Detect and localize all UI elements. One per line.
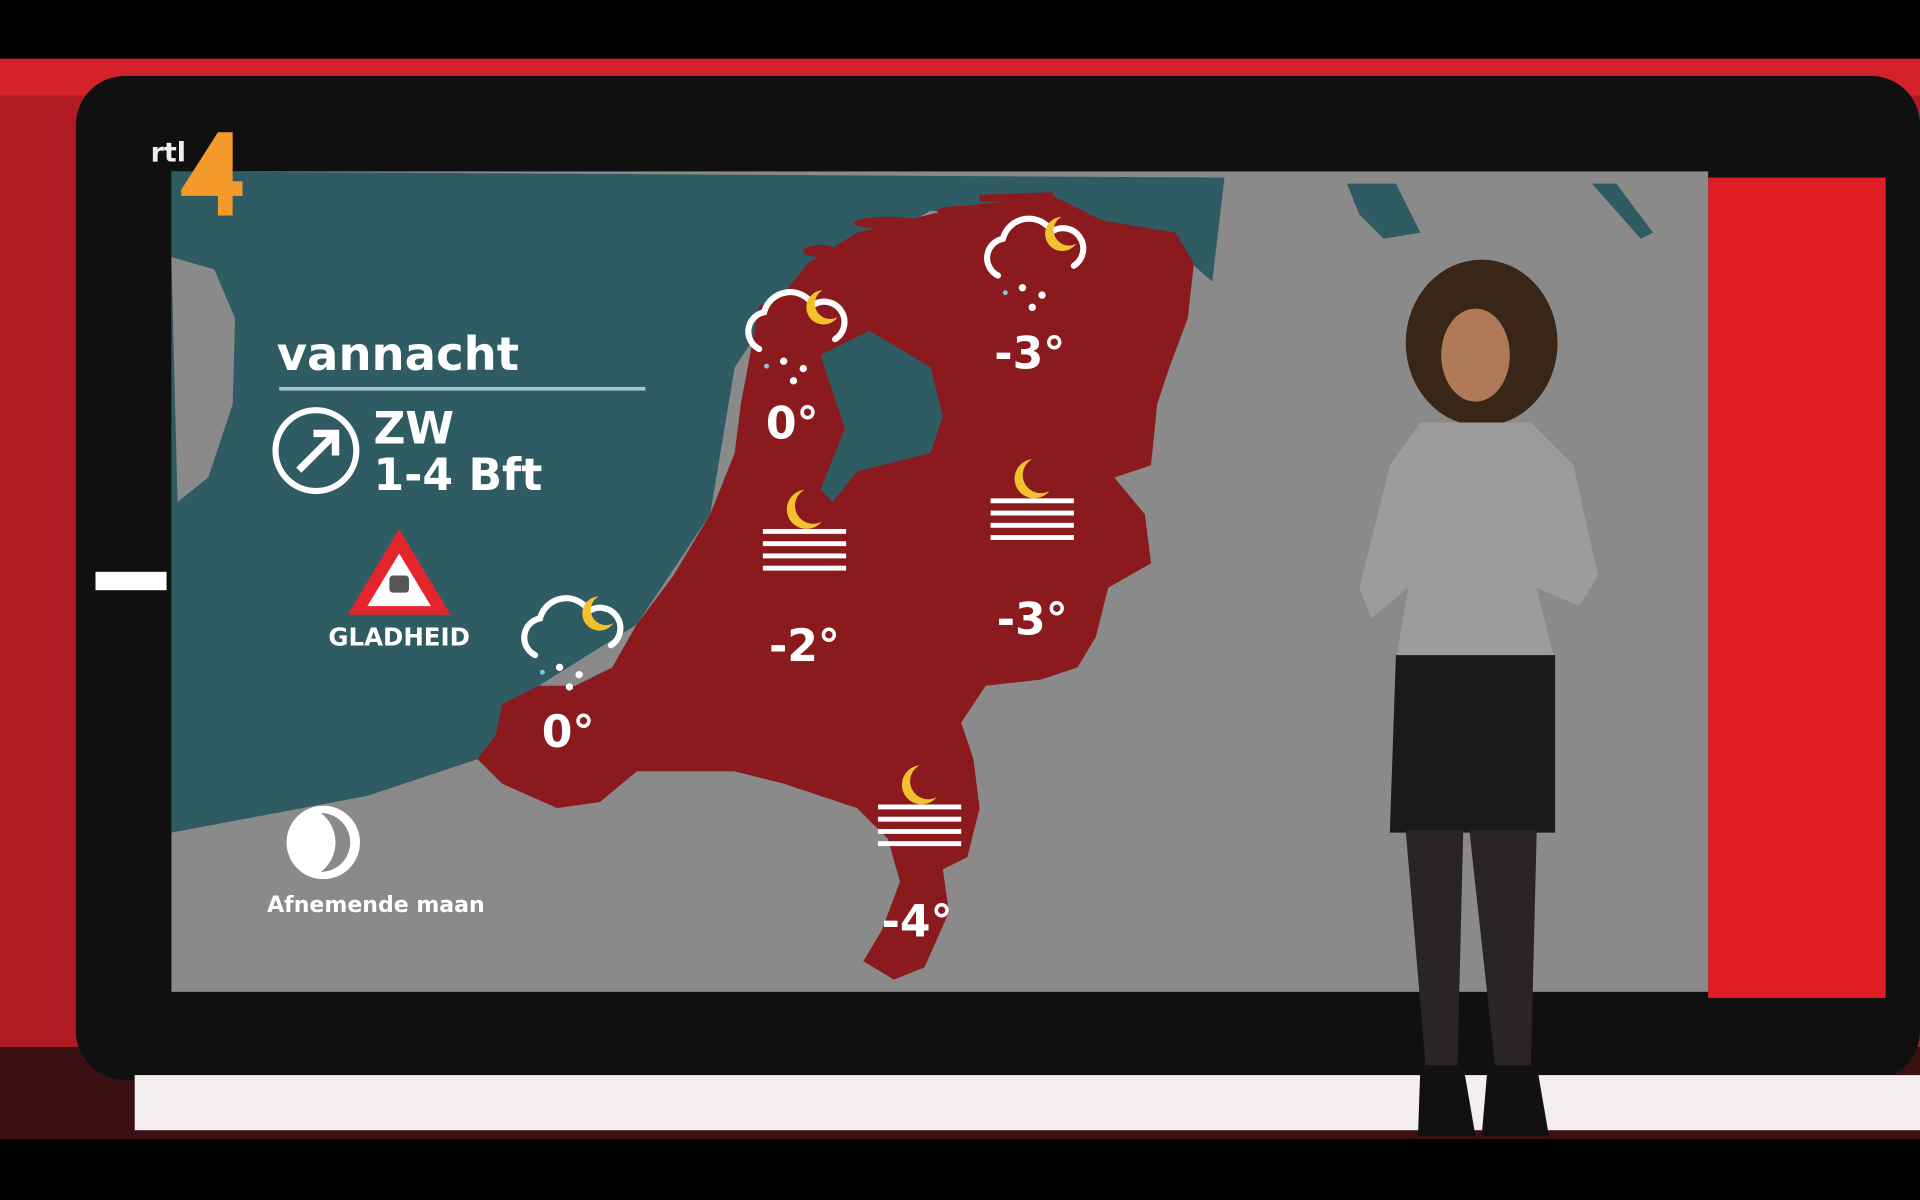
- light-strip: [95, 571, 167, 591]
- station-zeeland: 0°: [524, 596, 620, 758]
- station-temp: -3°: [997, 594, 1068, 645]
- uk-coast: [171, 257, 236, 503]
- floor-light: [134, 1075, 1920, 1131]
- north-sea: [171, 171, 1225, 833]
- wadden-islands: [803, 205, 998, 258]
- warning-label: GLADHEID: [328, 622, 470, 651]
- station-temp: -3°: [994, 329, 1065, 380]
- slippery-road-warning-icon: [347, 528, 451, 615]
- station-temp: 0°: [542, 707, 595, 758]
- rtl4-logo: rtl: [151, 132, 243, 216]
- panel-title: vannacht: [277, 327, 519, 381]
- presenter-boots: [1417, 1065, 1549, 1137]
- netherlands: [477, 195, 1194, 980]
- presenter-legs: [1405, 830, 1537, 1078]
- station-temp: -2°: [769, 621, 840, 672]
- schiermonnikoog: [979, 192, 1054, 203]
- german-bays: [1346, 183, 1654, 239]
- presenter-sweater: [1359, 422, 1598, 662]
- presenter-skirt: [1389, 655, 1556, 833]
- station-noord-holland: 0°: [748, 290, 844, 449]
- logo-text: rtl: [151, 138, 186, 169]
- station-limburg: -4°: [877, 765, 962, 948]
- wind-force: 1-4 Bft: [373, 450, 542, 501]
- station-temp: 0°: [766, 398, 819, 449]
- station-utrecht: -2°: [762, 489, 847, 672]
- moon-label: Afnemende maan: [267, 893, 485, 918]
- arrow-up-right-circle-icon: [272, 407, 360, 495]
- logo-four: [181, 132, 243, 216]
- red-side-panel: [1708, 177, 1886, 998]
- waning-moon-icon: [286, 805, 360, 880]
- presenter: [1359, 259, 1598, 1137]
- station-overijssel: -3°: [990, 459, 1074, 645]
- presenter-face: [1441, 308, 1510, 402]
- ijsselmeer: [820, 330, 943, 503]
- wind-direction: ZW: [373, 403, 454, 454]
- station-groningen: -3°: [987, 217, 1083, 380]
- title-divider: [279, 386, 646, 391]
- station-temp: -4°: [882, 897, 953, 948]
